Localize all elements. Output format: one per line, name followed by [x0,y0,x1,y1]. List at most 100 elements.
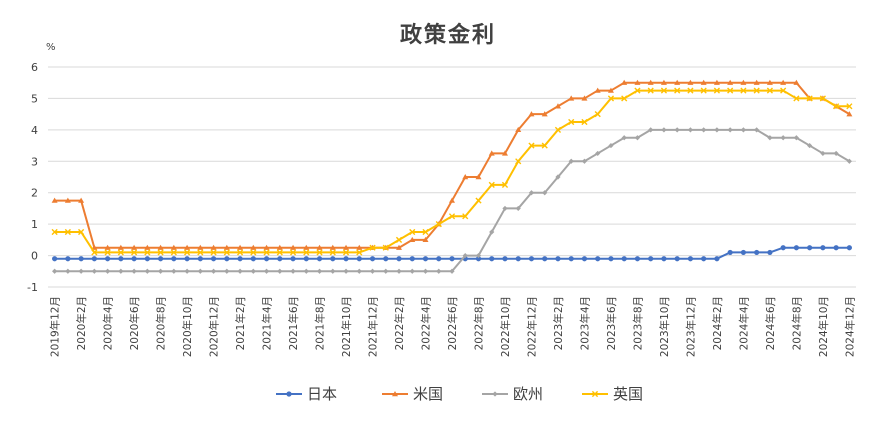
data-point [210,256,217,262]
series-line [54,81,850,249]
x-tick-label: 2022年4月 [420,296,433,350]
data-point [634,79,641,85]
data-point [621,135,627,141]
data-point [330,256,336,262]
data-point [515,205,521,212]
data-point [581,256,588,262]
data-point [502,205,508,212]
data-point [289,249,297,256]
data-point [104,249,111,256]
data-point [409,268,415,274]
x-tick-label: 2024年4月 [737,296,750,350]
data-point [223,244,230,250]
data-point [184,256,190,262]
data-point [171,268,177,274]
data-point [78,256,84,262]
data-point [713,87,721,94]
y-tick-label: 0 [31,250,38,263]
x-tick-label: 2020年8月 [155,296,168,350]
data-point [740,87,747,94]
x-tick-label: 2023年8月 [631,296,644,350]
y-unit-label: % [46,42,56,53]
data-point [754,127,760,133]
data-point [475,197,482,204]
data-point [607,87,614,93]
data-point [528,256,535,262]
data-point [329,244,336,250]
y-tick-label: 5 [31,92,38,105]
data-point [528,142,535,149]
data-point [91,268,97,274]
data-point [475,256,482,262]
data-point [766,87,773,94]
data-point [303,256,309,262]
data-point [409,228,416,236]
data-point [197,268,203,274]
data-point [542,190,548,196]
legend-label: 日本 [307,385,337,403]
data-point [356,256,362,262]
data-point [700,87,707,94]
data-point [542,256,548,262]
data-point [807,245,813,251]
data-point [740,127,747,133]
data-point [727,127,733,133]
data-point [515,126,522,133]
data-point [184,244,191,250]
data-point [105,256,111,262]
series-4 [51,87,853,256]
data-point [661,256,667,262]
data-point [383,268,389,274]
data-point [502,256,508,262]
x-tick-label: 2023年12月 [684,296,697,357]
data-point [462,213,469,220]
data-point [263,244,270,250]
data-point [343,256,349,262]
data-point [594,87,601,93]
data-point [793,135,799,141]
data-point [595,256,601,262]
data-point [554,126,562,133]
data-point [263,256,270,262]
data-point [78,268,84,274]
data-point [131,249,138,256]
data-point [647,87,654,94]
data-point [594,111,601,118]
data-point [634,135,641,141]
data-point [131,244,138,250]
x-tick-label: 2020年4月 [102,296,115,350]
data-point [436,256,442,262]
data-point [780,87,787,94]
data-point [343,268,349,274]
data-point [501,181,509,188]
data-point [846,245,852,251]
legend-marker [392,391,398,397]
data-point [422,268,429,274]
data-point [224,268,230,274]
data-point [568,118,575,126]
x-tick-label: 2023年2月 [552,296,565,350]
data-point [197,249,204,256]
legend-label: 欧州 [513,385,543,403]
x-axis-ticks: 2019年12月 2020年2月 2020年4月 2020年6月 2020年8月 2020… [49,296,857,357]
data-point [515,158,522,165]
data-point [660,87,668,94]
data-point [303,268,309,274]
data-point [250,244,257,250]
data-point [767,135,773,141]
legend-item: 米国 [382,385,443,403]
data-point [740,79,747,85]
data-point [157,249,164,256]
chart-title: 政策金利 [400,22,496,48]
x-tick-label: 2021年6月 [287,296,300,350]
data-point [91,256,97,262]
data-point [329,249,336,256]
data-point [117,249,124,256]
x-tick-label: 2024年8月 [790,296,803,350]
data-point [488,150,495,156]
data-point [396,268,402,274]
data-point [436,268,442,274]
data-point [356,244,363,250]
data-point [449,268,455,274]
data-point [701,127,707,133]
